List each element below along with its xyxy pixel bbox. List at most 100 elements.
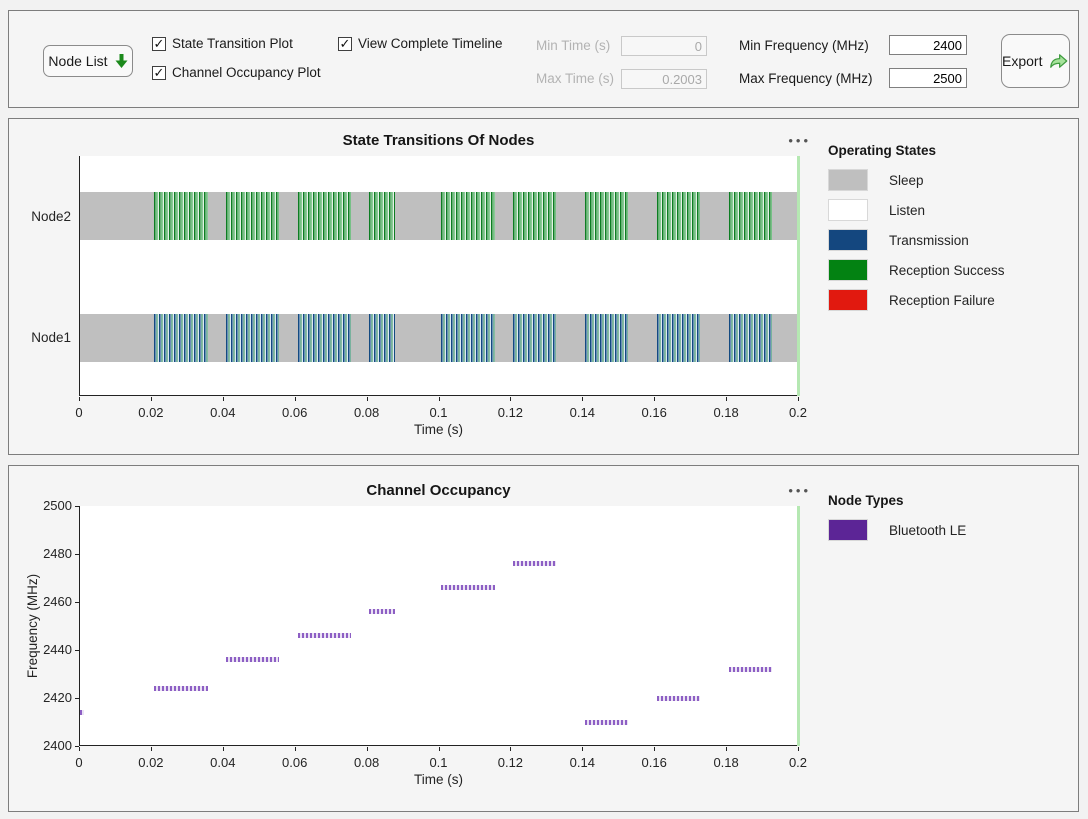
x-tick-mark (222, 397, 224, 401)
activity-burst (369, 192, 395, 240)
legend-item-label: Bluetooth LE (889, 522, 967, 538)
y-tick-mark (75, 698, 79, 699)
legend-items: Sleep Listen Transmission Reception Success… (828, 169, 1005, 311)
x-tick-label: 0.18 (713, 755, 739, 770)
legend-title: Node Types (828, 493, 904, 508)
activity-burst (297, 314, 352, 362)
legend-swatch (828, 519, 868, 541)
x-tick-mark (510, 747, 512, 751)
x-tick-mark (366, 747, 368, 751)
channel-occupancy-segment (225, 657, 280, 663)
x-tick-label: 0.04 (210, 405, 236, 420)
state-bar-node2 (80, 192, 799, 240)
y-tick-label: 2500 (43, 498, 72, 513)
x-tick-label: 0.12 (497, 405, 524, 420)
activity-burst (657, 192, 701, 240)
x-tick-label: 0.04 (210, 755, 236, 770)
ytick-label-node1: Node1 (31, 330, 71, 345)
activity-burst (153, 192, 208, 240)
export-arrow-icon (1050, 54, 1068, 68)
state-axes (79, 156, 800, 396)
legend-item-label: Sleep (889, 172, 924, 188)
export-label: Export (1002, 53, 1043, 69)
node-list-button[interactable]: Node List (43, 45, 133, 77)
activity-burst (297, 192, 352, 240)
state-plot-title: State Transitions Of Nodes (342, 132, 535, 149)
y-tick-mark (75, 554, 79, 555)
checkbox-label: State Transition Plot (172, 36, 293, 51)
x-tick-mark (798, 397, 799, 401)
state-plot-panel: State Transitions Of Nodes ••• Node2 Nod… (8, 118, 1079, 455)
legend-items: Bluetooth LE (828, 519, 966, 541)
min-frequency-input[interactable] (889, 35, 967, 55)
x-tick-mark (79, 747, 80, 751)
min-frequency-label: Min Frequency (MHz) (739, 38, 869, 53)
max-time-input[interactable] (621, 69, 707, 89)
x-tick-label: 0.18 (713, 405, 739, 420)
legend-item: Transmission (828, 229, 1005, 251)
y-tick-label: 2440 (43, 642, 72, 657)
activity-burst (657, 314, 701, 362)
x-tick-label: 0.14 (569, 405, 595, 420)
channel-occupancy-segment (80, 709, 84, 715)
legend-item: Listen (828, 199, 1005, 221)
channel-occupancy-segment (657, 695, 701, 701)
y-axis-label: Frequency (MHz) (25, 573, 40, 679)
toolbar-panel: Node List ✓ State Transition Plot ✓ Chan… (8, 10, 1079, 108)
x-tick-label: 0.1 (429, 755, 448, 770)
checkbox-view-complete-timeline[interactable]: ✓ View Complete Timeline (338, 36, 503, 51)
max-frequency-input[interactable] (889, 68, 967, 88)
axes-options-menu-icon[interactable]: ••• (788, 133, 811, 148)
y-tick-label: 2460 (43, 594, 72, 609)
x-tick-label: 0.12 (497, 755, 524, 770)
y-tick-mark (75, 746, 79, 747)
activity-burst (728, 314, 772, 362)
activity-burst (441, 314, 496, 362)
x-tick-label: 0 (75, 405, 83, 420)
legend-item: Reception Success (828, 259, 1005, 281)
x-tick-mark (654, 747, 656, 751)
min-time-label: Min Time (s) (536, 38, 611, 53)
channel-occupancy-segment (297, 633, 352, 639)
y-tick-mark (75, 506, 79, 507)
x-tick-label: 0.08 (353, 755, 380, 770)
channel-occupancy-segment (153, 685, 208, 691)
dropdown-arrow-icon (115, 53, 128, 68)
min-time-input[interactable] (621, 36, 707, 56)
channel-occupancy-segment (441, 585, 496, 591)
node-types-legend: Node Types Bluetooth LE (828, 493, 966, 549)
export-button[interactable]: Export (1001, 34, 1070, 88)
x-tick-mark (150, 747, 152, 751)
checkbox-channel-occupancy-plot[interactable]: ✓ Channel Occupancy Plot (152, 65, 321, 80)
x-tick-label: 0.16 (641, 405, 667, 420)
x-tick-label: 0.1 (429, 405, 448, 420)
legend-item: Bluetooth LE (828, 519, 966, 541)
legend-swatch (828, 169, 868, 191)
node-list-label: Node List (48, 53, 108, 69)
x-tick-mark (438, 397, 440, 401)
channel-occupancy-segment (369, 609, 395, 615)
x-tick-mark (726, 397, 728, 401)
activity-burst (369, 314, 395, 362)
x-tick-label: 0.06 (282, 405, 308, 420)
legend-item-label: Transmission (889, 232, 969, 248)
activity-burst (225, 192, 280, 240)
x-tick-mark (726, 747, 728, 751)
y-tick-label: 2480 (43, 546, 72, 561)
axes-options-menu-icon[interactable]: ••• (788, 483, 811, 498)
time-cursor-line (797, 156, 800, 396)
legend-item: Reception Failure (828, 289, 1005, 311)
x-axis-label: Time (s) (414, 422, 463, 437)
x-axis-label: Time (s) (414, 772, 463, 787)
max-time-label: Max Time (s) (536, 71, 615, 86)
x-tick-mark (654, 397, 656, 401)
x-tick-mark (366, 397, 368, 401)
x-tick-label: 0.2 (788, 405, 808, 420)
legend-title: Operating States (828, 143, 937, 158)
x-tick-label: 0 (75, 755, 83, 770)
x-tick-mark (798, 747, 799, 751)
x-tick-label: 0.16 (641, 755, 667, 770)
channel-occupancy-segment (513, 561, 557, 567)
x-tick-label: 0.08 (353, 405, 380, 420)
checkbox-state-transition-plot[interactable]: ✓ State Transition Plot (152, 36, 293, 51)
